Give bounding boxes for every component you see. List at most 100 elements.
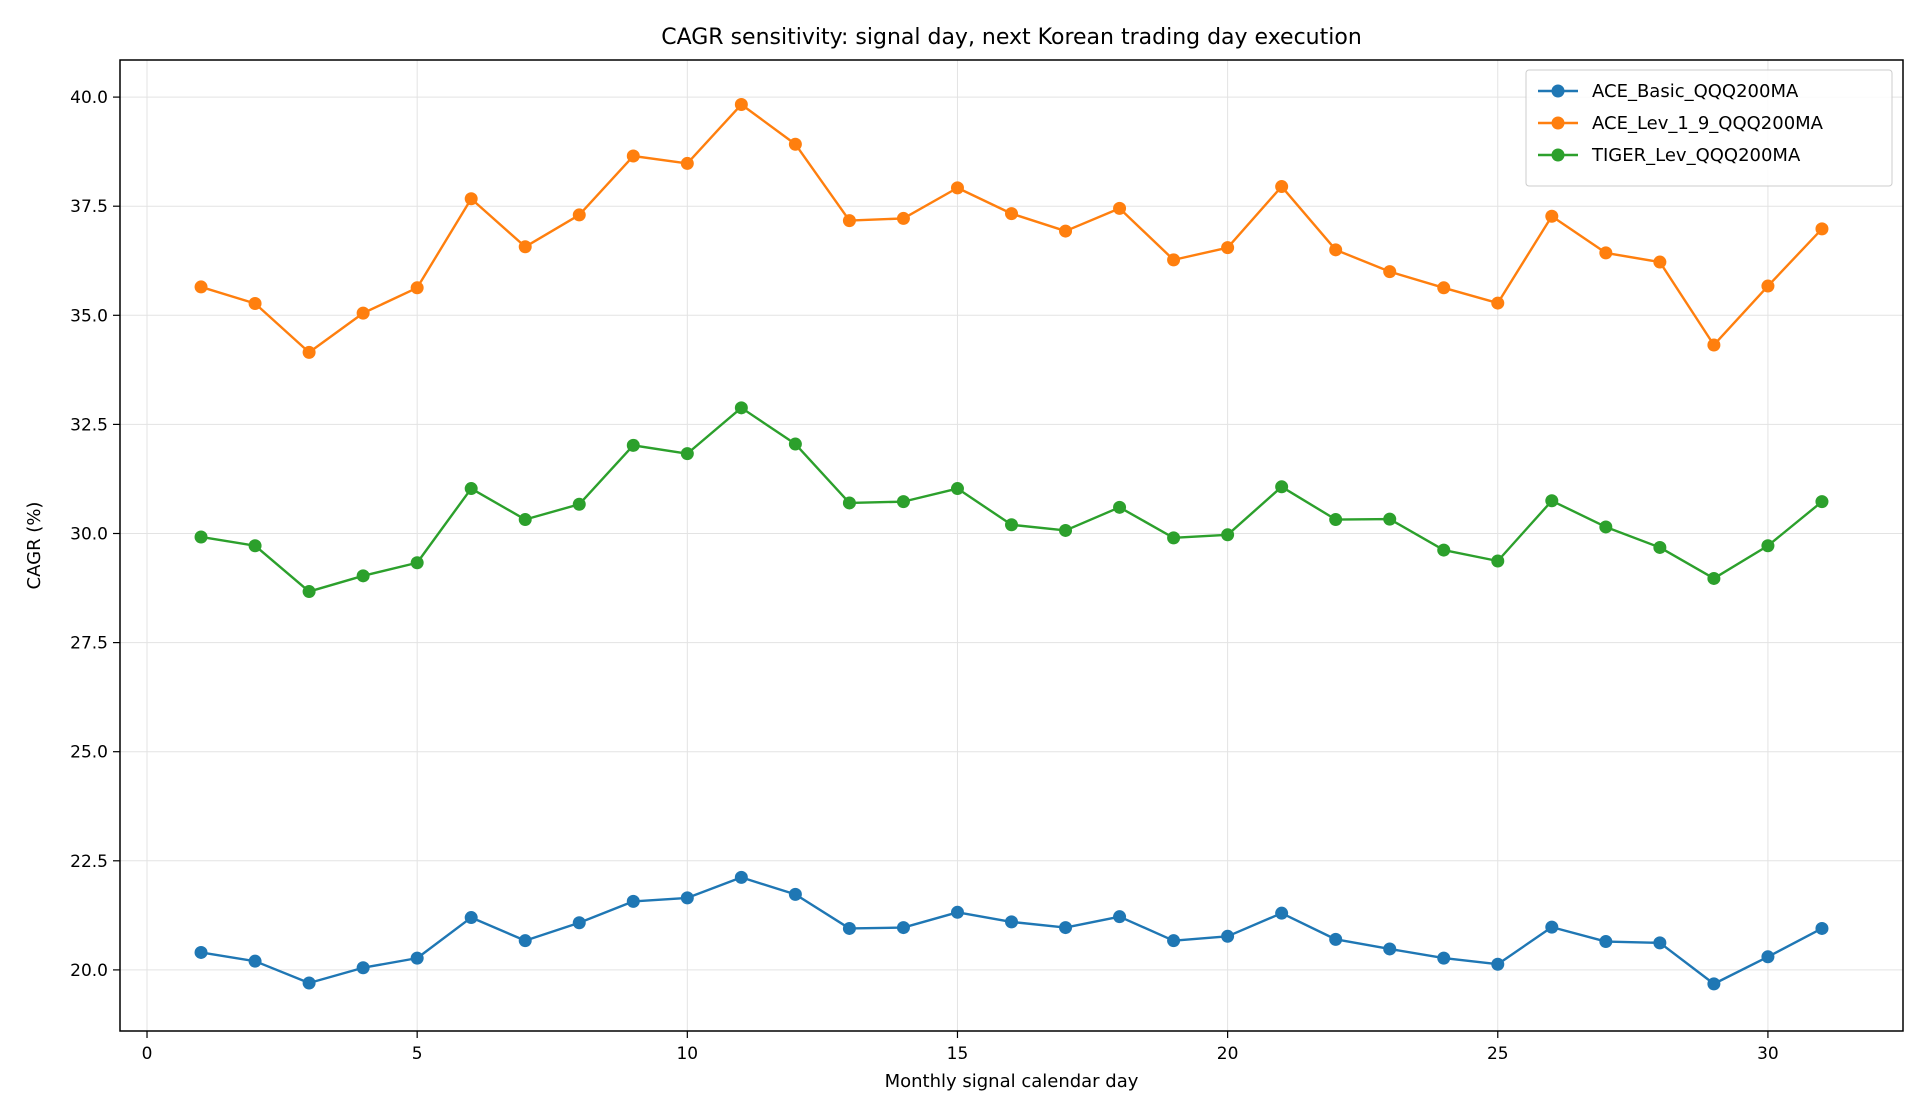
y-tick-label: 30.0 [70, 524, 108, 544]
data-point [572, 208, 586, 222]
data-point [626, 438, 640, 452]
data-point [950, 181, 964, 195]
data-point [1599, 935, 1613, 949]
data-point [626, 894, 640, 908]
data-point [1113, 500, 1127, 514]
data-point [1005, 518, 1018, 532]
legend: ACE_Basic_QQQ200MA ACE_Lev_1_9_QQQ200MA TI… [1525, 69, 1893, 187]
data-point [1059, 523, 1073, 537]
legend-label: ACE_Lev_1_9_QQQ200MA [1592, 113, 1824, 134]
data-point [356, 306, 370, 320]
data-point [1707, 977, 1721, 991]
data-point [1437, 951, 1451, 965]
x-tick-label: 0 [142, 1044, 153, 1064]
legend-label: TIGER_Lev_QQQ200MA [1591, 145, 1801, 166]
data-point [1599, 520, 1613, 534]
y-tick-label: 22.5 [70, 852, 108, 872]
data-point [1275, 906, 1289, 920]
data-point [1167, 531, 1181, 545]
legend-swatch-marker [1551, 148, 1565, 162]
y-tick-label: 20.0 [70, 961, 108, 981]
data-point [1329, 243, 1343, 257]
x-tick-label: 25 [1487, 1044, 1509, 1064]
data-point [950, 482, 964, 496]
data-point [842, 214, 856, 228]
data-point [518, 240, 532, 254]
data-point [248, 539, 262, 553]
legend-item: ACE_Basic_QQQ200MA [1538, 81, 1799, 102]
data-point [1599, 246, 1613, 260]
data-point [464, 192, 478, 206]
data-point [1815, 921, 1829, 935]
data-point [518, 513, 532, 527]
data-point [1275, 180, 1289, 194]
data-point [842, 921, 856, 935]
plot-frame [119, 59, 1904, 1032]
data-point [1437, 281, 1451, 295]
data-point [410, 951, 424, 965]
data-point [302, 585, 316, 599]
data-point [1707, 571, 1721, 585]
legend-item: ACE_Lev_1_9_QQQ200MA [1538, 113, 1824, 134]
data-point [248, 954, 262, 968]
data-point [1167, 253, 1181, 267]
y-tick-label: 35.0 [70, 306, 108, 326]
data-point [788, 437, 802, 451]
data-point [1221, 241, 1235, 255]
series-layer [194, 98, 1829, 991]
data-point [1437, 543, 1451, 557]
series-ACE_Lev_1_9_QQQ200MA [194, 98, 1829, 359]
data-point [1761, 539, 1775, 553]
data-point [680, 891, 694, 905]
data-point [1383, 512, 1397, 526]
x-tick-label: 15 [947, 1044, 969, 1064]
y-tick-label: 25.0 [70, 743, 108, 763]
data-point [1113, 910, 1127, 924]
y-axis-ticks: 20.0 22.5 25.0 27.5 30.0 32.5 35.0 37.5 40.0 [70, 88, 120, 981]
data-point [1653, 540, 1667, 554]
data-point [302, 976, 316, 990]
data-point [680, 447, 694, 461]
data-point [356, 961, 370, 975]
data-point [1005, 207, 1018, 221]
x-tick-label: 10 [676, 1044, 698, 1064]
y-tick-label: 40.0 [70, 88, 108, 108]
data-point [1491, 554, 1505, 568]
data-point [680, 156, 694, 170]
x-axis-ticks: 0 5 10 15 20 25 30 [142, 1031, 1779, 1064]
data-point [1545, 209, 1559, 223]
data-point [788, 137, 802, 151]
data-point [1761, 279, 1775, 293]
data-point [1707, 338, 1721, 352]
x-tick-label: 5 [412, 1044, 423, 1064]
data-point [1491, 957, 1505, 971]
legend-box [1525, 69, 1893, 187]
data-point [734, 401, 748, 415]
data-point [356, 569, 370, 583]
data-point [1545, 494, 1559, 508]
data-point [1005, 915, 1018, 929]
legend-swatch-marker [1551, 84, 1565, 98]
data-point [248, 297, 262, 311]
x-axis-label: Monthly signal calendar day [885, 1071, 1139, 1092]
data-point [950, 905, 964, 919]
data-point [734, 870, 748, 884]
legend-label: ACE_Basic_QQQ200MA [1592, 81, 1799, 102]
series-ACE_Basic_QQQ200MA [194, 870, 1829, 991]
data-point [626, 149, 640, 163]
data-point [734, 98, 748, 112]
data-point [1491, 296, 1505, 310]
data-point [410, 556, 424, 570]
data-point [1383, 942, 1397, 956]
data-point [896, 211, 910, 225]
data-point [572, 916, 586, 930]
data-point [1329, 932, 1343, 946]
data-point [1761, 950, 1775, 964]
data-point [194, 530, 208, 544]
data-point [1329, 513, 1343, 527]
series-TIGER_Lev_QQQ200MA [194, 401, 1829, 599]
data-point [1815, 222, 1829, 236]
data-point [302, 345, 316, 359]
data-point [464, 482, 478, 496]
y-tick-label: 32.5 [70, 415, 108, 435]
